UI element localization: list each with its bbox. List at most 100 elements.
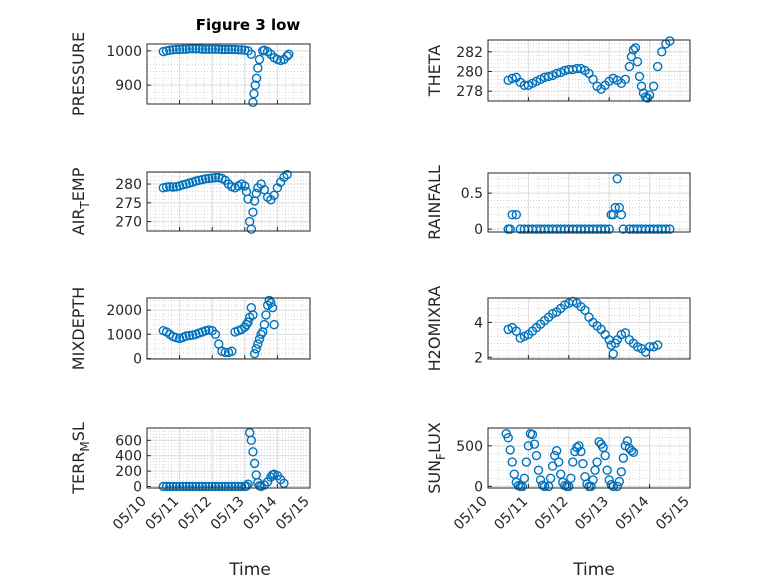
data-point xyxy=(261,310,271,320)
y-tick-label: 0 xyxy=(474,222,483,238)
data-point xyxy=(626,446,637,456)
y-tick-label: 4 xyxy=(474,315,483,331)
data-point xyxy=(181,481,191,492)
y-tick-label: 400 xyxy=(115,449,142,465)
y-axis-label: TERRMSL xyxy=(69,422,92,495)
data-point xyxy=(616,210,627,220)
axes-box xyxy=(146,297,311,360)
y-tick-label: 280 xyxy=(456,64,483,80)
data-point xyxy=(161,182,172,192)
y-tick-label: 2000 xyxy=(106,303,142,319)
y-tick-label: 600 xyxy=(115,433,142,449)
data-point xyxy=(531,450,542,461)
data-point xyxy=(661,224,671,234)
figure-title: Figure 3 low xyxy=(196,16,301,34)
data-point xyxy=(158,481,169,492)
data-point xyxy=(533,465,544,475)
data-point xyxy=(652,340,663,350)
data-point xyxy=(161,481,172,492)
data-point xyxy=(165,45,175,55)
data-point xyxy=(246,224,257,234)
data-point xyxy=(652,61,663,72)
data-point xyxy=(612,481,622,492)
data-point xyxy=(240,181,250,191)
data-point xyxy=(588,475,598,485)
data-point xyxy=(620,328,631,338)
data-point xyxy=(521,457,532,467)
data-point xyxy=(600,450,610,461)
data-point xyxy=(269,190,279,200)
data-point xyxy=(279,478,289,489)
data-point xyxy=(220,44,230,55)
y-tick-label: 500 xyxy=(456,439,483,455)
data-point xyxy=(197,481,208,492)
data-point xyxy=(507,73,517,84)
data-point xyxy=(266,298,276,308)
data-point xyxy=(608,349,618,359)
data-point xyxy=(284,49,294,59)
data-point xyxy=(217,481,227,492)
y-tick-label: 900 xyxy=(115,78,142,94)
data-point xyxy=(171,481,182,492)
data-point xyxy=(250,80,260,90)
data-point xyxy=(181,44,191,54)
data-point xyxy=(282,51,292,61)
data-point xyxy=(178,481,188,492)
data-point xyxy=(588,74,598,85)
data-point xyxy=(566,473,576,483)
data-point xyxy=(243,317,253,327)
data-point xyxy=(181,331,191,341)
data-point xyxy=(267,302,278,313)
data-point xyxy=(505,224,515,234)
data-point xyxy=(259,319,270,330)
data-point xyxy=(204,481,214,492)
data-point xyxy=(214,481,224,492)
y-tick-label: 282 xyxy=(456,45,483,61)
y-tick-label: 0 xyxy=(133,352,142,368)
data-point xyxy=(606,480,616,490)
data-point xyxy=(620,74,631,85)
data-point xyxy=(248,310,258,320)
axes-box xyxy=(146,427,311,489)
data-point xyxy=(543,71,554,82)
data-point xyxy=(214,44,224,54)
y-tick-label: 1000 xyxy=(106,44,142,60)
y-axis-label: PRESSURE xyxy=(69,32,88,116)
data-point xyxy=(210,329,221,340)
data-point xyxy=(580,305,590,315)
data-point xyxy=(174,481,185,492)
data-point xyxy=(249,89,259,99)
data-point xyxy=(618,453,629,463)
data-point xyxy=(207,173,217,183)
y-axis-label: THETA xyxy=(425,45,444,97)
y-tick-label: 0 xyxy=(133,479,142,495)
data-point xyxy=(184,330,195,341)
data-point xyxy=(657,47,667,57)
data-point xyxy=(165,481,175,492)
data-point xyxy=(249,348,260,359)
data-point xyxy=(269,319,279,330)
data-point xyxy=(210,172,221,183)
axes-box xyxy=(487,39,691,102)
data-point xyxy=(194,481,204,492)
data-point xyxy=(511,210,521,220)
data-point xyxy=(207,481,217,492)
data-point xyxy=(200,44,211,54)
y-tick-label: 1000 xyxy=(106,327,142,343)
data-point xyxy=(604,475,614,485)
data-point xyxy=(241,481,252,491)
data-point xyxy=(251,73,262,83)
data-point xyxy=(210,481,221,492)
data-point xyxy=(174,44,185,55)
data-point xyxy=(529,439,540,449)
data-point xyxy=(551,446,562,456)
y-axis-label: RAINFALL xyxy=(425,165,444,240)
y-axis-label: MIXDEPTH xyxy=(69,287,88,370)
data-point xyxy=(248,447,258,457)
data-point xyxy=(207,44,217,54)
data-point xyxy=(187,481,198,492)
y-axis-label: H2OMIXRA xyxy=(425,286,444,372)
data-point xyxy=(616,467,627,477)
data-point xyxy=(168,45,178,55)
data-point xyxy=(246,49,257,59)
